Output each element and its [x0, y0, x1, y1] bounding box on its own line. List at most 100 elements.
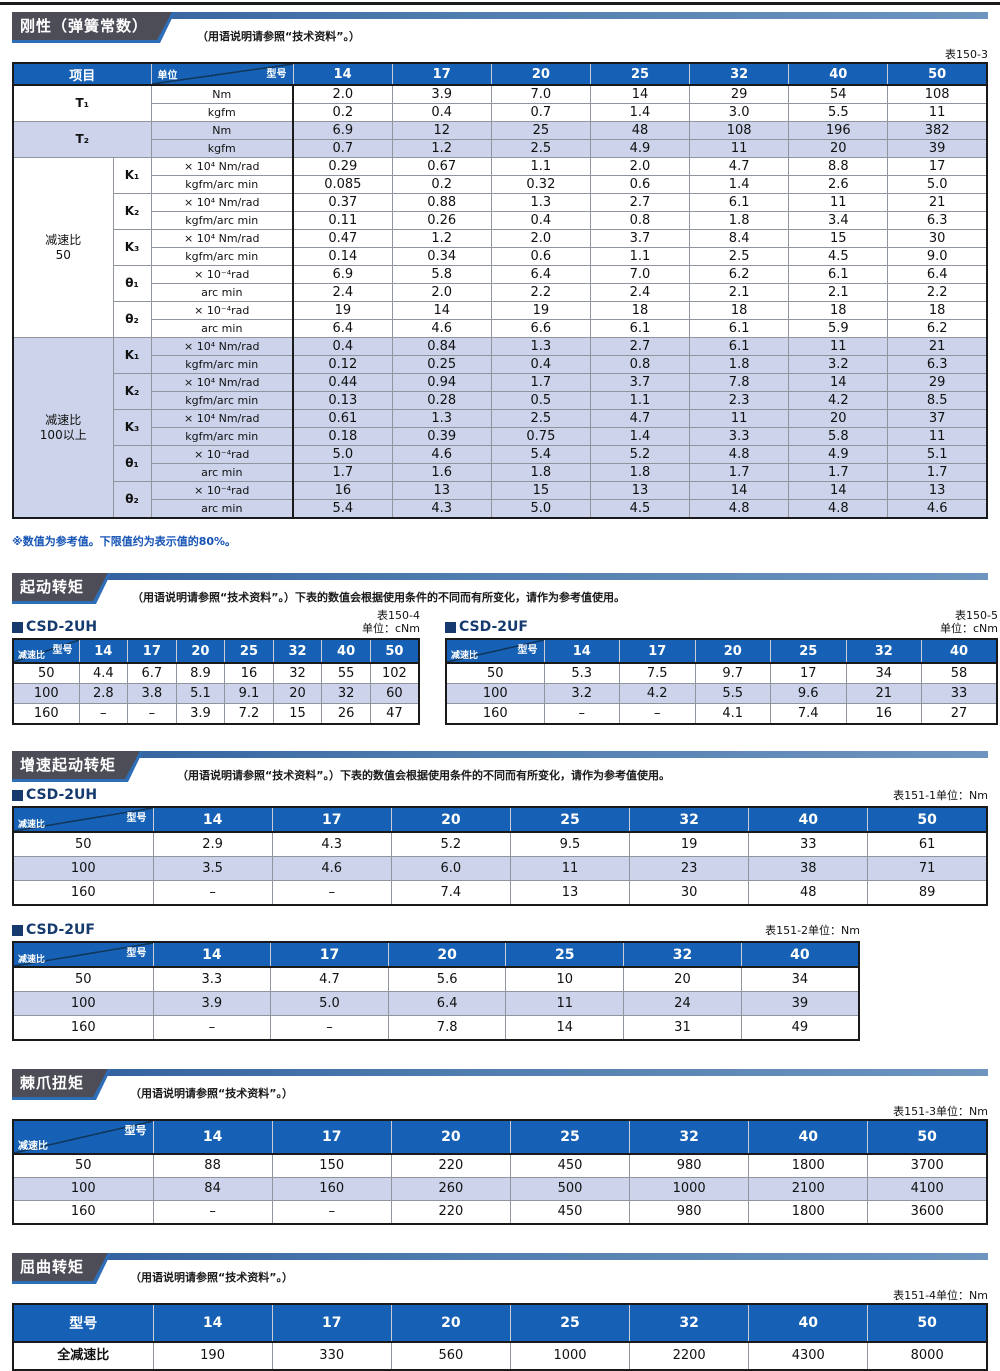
model-col-header: 17	[271, 806, 392, 833]
unit-cell: kgfm/arc min	[150, 355, 295, 374]
value-cell: 0.18	[292, 427, 393, 446]
value-cell: 4.7	[589, 409, 691, 428]
value-cell: 0.14	[292, 247, 393, 266]
value-cell: 0.5	[490, 391, 591, 410]
value-cell: 71	[867, 856, 988, 881]
value-cell: 4.3	[391, 499, 492, 519]
value-cell: 0.11	[292, 211, 393, 230]
value-cell: 3.9	[152, 991, 272, 1016]
value-cell: 1.2	[391, 139, 492, 158]
section-stiffness-head: 刚性（弹簧常数） （用语说明请参照“技术资料”。）	[12, 12, 988, 46]
value-cell: 5.0	[490, 499, 591, 519]
buckling-torque-table: 型号 14 17 20 25 32 40 50 全减速比 190 330 560 1000 2200 430…	[12, 1303, 988, 1371]
value-cell: 4.1	[694, 703, 771, 725]
section-accent-bar	[12, 751, 988, 758]
value-cell: 11	[509, 856, 631, 881]
model-col-header: 25	[509, 1303, 631, 1343]
model-col-header: 17	[271, 1303, 392, 1343]
value-cell: 3.4	[788, 211, 889, 230]
value-cell: 5.0	[270, 991, 389, 1016]
value-cell: 2.8	[78, 683, 129, 704]
value-cell: 0.4	[490, 355, 591, 374]
ratio-cell: 50	[12, 966, 154, 992]
model-col-header: 14	[152, 1119, 273, 1155]
model-col-header: 32	[629, 1303, 750, 1343]
value-cell: 2.5	[490, 139, 591, 158]
diagonal-divider	[14, 640, 78, 661]
value-cell: 0.61	[292, 409, 393, 428]
section-ratchet-torque: 棘爪扭矩 （用语说明请参照“技术资料”。） 表151-3单位：Nm 型号 减速比 1…	[12, 1069, 988, 1225]
model-col-header: 20	[390, 806, 511, 833]
value-cell: 3.0	[689, 103, 790, 122]
value-cell: 382	[887, 121, 988, 140]
model-col-header: 14	[152, 941, 272, 968]
csd-2uf-start-block: CSD-2UF 表150-5 单位：cNm 型号 减速比 14 17 20 25 32 40 5…	[445, 609, 998, 725]
value-cell: 1.3	[490, 337, 591, 356]
value-cell: 10	[505, 966, 625, 992]
model-col-header: 40	[921, 638, 998, 664]
value-cell: 8.9	[175, 662, 226, 684]
model-col-header: 25	[505, 941, 625, 968]
unit-cell: arc min	[150, 283, 295, 302]
value-cell: 16	[845, 703, 922, 725]
model-col-header: 50	[867, 806, 988, 833]
value-cell: 4.5	[589, 499, 691, 519]
value-cell: 32	[272, 662, 323, 684]
value-cell: 3.3	[689, 427, 790, 446]
table-title: CSD-2UH	[12, 619, 97, 635]
value-cell: 88	[152, 1153, 273, 1178]
value-cell: 5.2	[589, 445, 691, 464]
value-cell: 27	[921, 703, 998, 725]
value-cell: 1800	[748, 1200, 869, 1225]
value-cell: 11	[788, 193, 889, 212]
section-starting-torque: 起动转矩 （用语说明请参照“技术资料”。）下表的数值会根据使用条件的不同而有所变…	[12, 573, 998, 725]
value-cell: 48	[748, 880, 869, 906]
unit-cell: arc min	[150, 319, 295, 338]
value-cell: 31	[623, 1015, 742, 1041]
ratio-cell: 160	[445, 703, 545, 725]
value-cell: 1.7	[689, 463, 790, 482]
model-col-header: 32	[629, 1119, 750, 1155]
value-cell: 0.32	[490, 175, 591, 194]
value-cell: 61	[867, 831, 988, 857]
value-cell: 2.0	[292, 84, 393, 104]
value-cell: 34	[740, 966, 860, 992]
model-col-header: 17	[619, 638, 696, 664]
value-cell: 21	[887, 337, 988, 356]
value-cell: 1.7	[788, 463, 889, 482]
ratio-label: 减速比	[18, 1141, 48, 1152]
ratio-cell: 100	[12, 856, 154, 881]
unit-cell: × 10⁻⁴rad	[150, 301, 295, 320]
value-cell: 0.4	[292, 337, 393, 356]
section-accent-bar	[12, 12, 988, 19]
value-cell: 12	[391, 121, 492, 140]
unit-cell: × 10⁻⁴rad	[150, 445, 295, 464]
value-cell: 2.3	[689, 391, 790, 410]
value-cell: 15	[788, 229, 889, 248]
value-cell: 3700	[867, 1153, 988, 1178]
value-cell: 8.5	[887, 391, 988, 410]
value-cell: 560	[390, 1341, 511, 1371]
value-cell: 16	[292, 481, 393, 500]
value-cell: 9.6	[770, 683, 847, 704]
ratio-label: 减速比	[451, 651, 479, 661]
value-cell: 9.7	[694, 662, 771, 684]
value-cell: 0.085	[292, 175, 393, 194]
section-buckling-torque: 屈曲转矩 （用语说明请参照“技术资料”。） 表151-4单位：Nm 型号 14 17…	[12, 1253, 988, 1371]
value-cell: –	[78, 703, 129, 725]
model-col-header: 32	[845, 638, 922, 664]
value-cell: 6.7	[127, 662, 177, 684]
value-cell: 0.8	[589, 355, 691, 374]
ratio-cell: 100	[12, 683, 80, 704]
value-cell: 21	[845, 683, 922, 704]
section-title: 起动转矩	[12, 573, 108, 601]
value-cell: 14	[689, 481, 790, 500]
value-cell: 5.5	[788, 103, 889, 122]
value-cell: 0.7	[292, 139, 393, 158]
value-cell: 4.4	[78, 662, 129, 684]
ratio-cell: 50	[12, 831, 154, 857]
model-col-header: 40	[748, 1119, 869, 1155]
value-cell: 2.5	[490, 409, 591, 428]
item-cell: θ₂	[112, 481, 152, 519]
stiffness-footnote: ※数值为参考值。下限值约为表示值的80%。	[12, 535, 237, 548]
